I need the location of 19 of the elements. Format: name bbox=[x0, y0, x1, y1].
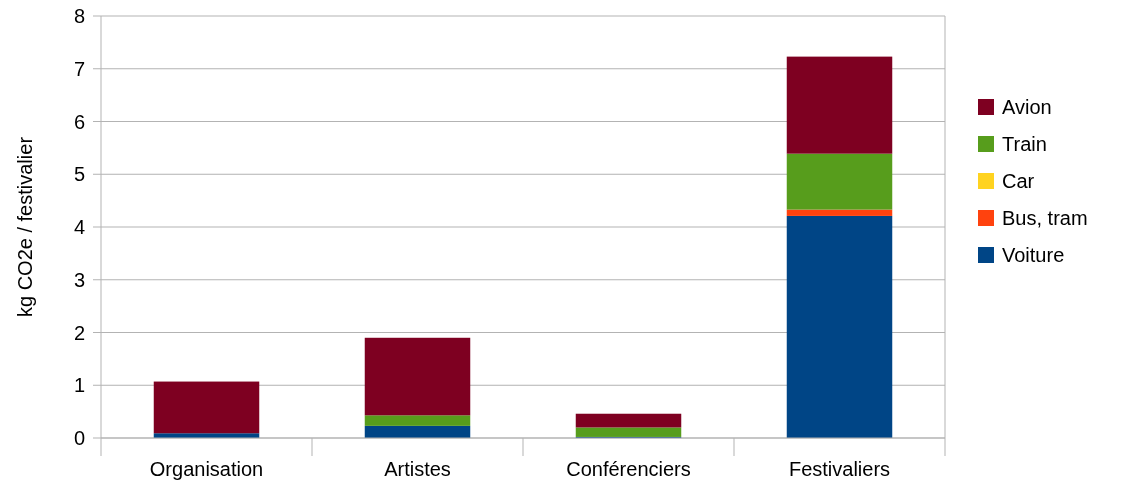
y-tick-label: 7 bbox=[73, 57, 85, 80]
y-axis-title: kg CO2e / festivalier bbox=[14, 136, 36, 318]
y-tick-label: 6 bbox=[73, 110, 85, 133]
y-tick-label: 4 bbox=[73, 216, 85, 238]
x-tick-label: Artistes bbox=[384, 458, 451, 480]
y-tick-label: 5 bbox=[73, 163, 85, 186]
y-tick-label: 2 bbox=[73, 321, 85, 344]
y-tick-label: 1 bbox=[73, 374, 85, 397]
y-tick-label: 8 bbox=[73, 5, 85, 27]
legend-label: Voiture bbox=[1002, 244, 1065, 266]
y-tick-label: 3 bbox=[73, 268, 85, 291]
x-tick-label: Organisation bbox=[149, 458, 264, 480]
x-tick-label: Conférenciers bbox=[566, 458, 691, 480]
legend-label: Bus, tram bbox=[1002, 207, 1088, 229]
legend-label: Train bbox=[1002, 133, 1047, 155]
legend-label: Car bbox=[1002, 170, 1035, 192]
y-tick-label: 0 bbox=[73, 427, 85, 449]
legend-label: Avion bbox=[1002, 96, 1052, 118]
x-tick-label: Festivaliers bbox=[788, 458, 891, 480]
